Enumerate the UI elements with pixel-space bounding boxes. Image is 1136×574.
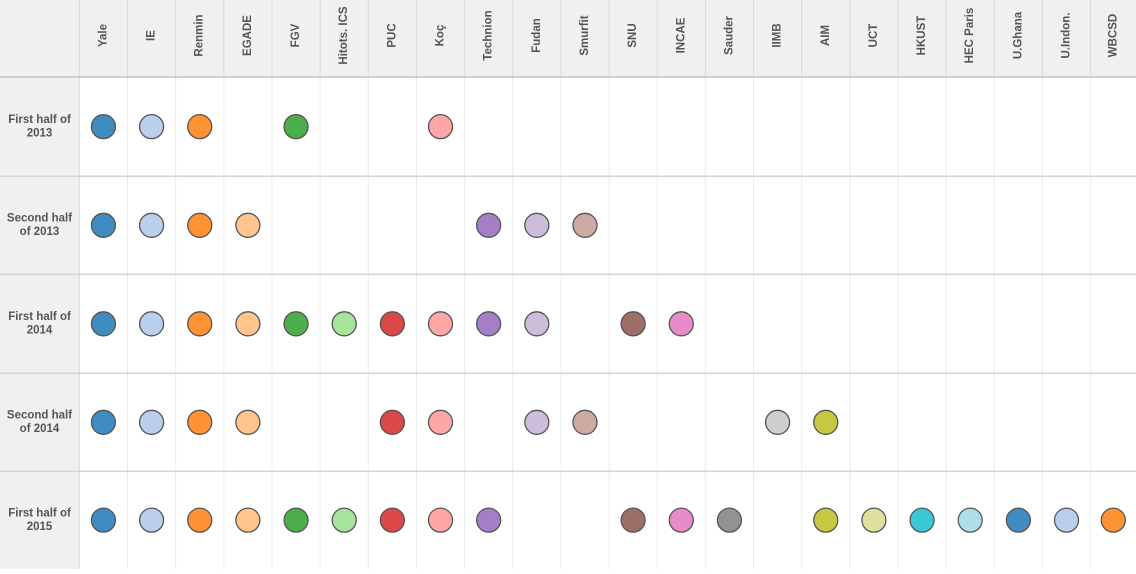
svg-text:Fudan: Fudan — [531, 18, 543, 53]
svg-text:PUC: PUC — [386, 23, 398, 47]
svg-text:Koç: Koç — [435, 24, 447, 46]
svg-text:Technion: Technion — [483, 10, 495, 60]
svg-text:HEC Paris: HEC Paris — [964, 8, 976, 64]
svg-text:SNU: SNU — [627, 23, 639, 47]
svg-text:Renmin: Renmin — [194, 14, 206, 56]
svg-text:2014: 2014 — [27, 325, 53, 337]
svg-text:FGV: FGV — [290, 23, 302, 47]
svg-text:U.Ghana: U.Ghana — [1012, 11, 1024, 59]
svg-text:AIM: AIM — [820, 25, 832, 46]
svg-text:WBCSD: WBCSD — [1107, 14, 1119, 57]
svg-text:Yale: Yale — [97, 24, 109, 47]
svg-text:Hitots. ICS: Hitots. ICS — [338, 6, 350, 64]
svg-text:Second half: Second half — [7, 410, 72, 422]
svg-text:IIMB: IIMB — [772, 23, 784, 47]
svg-text:HKUST: HKUST — [916, 16, 928, 56]
svg-text:First half of: First half of — [8, 311, 71, 323]
svg-text:First half of: First half of — [8, 114, 71, 126]
svg-text:INCAE: INCAE — [675, 17, 687, 53]
svg-text:of 2014: of 2014 — [20, 423, 60, 435]
svg-text:U.Indon.: U.Indon. — [1061, 13, 1073, 59]
svg-text:2015: 2015 — [27, 521, 53, 533]
svg-text:Smurfit: Smurfit — [579, 15, 591, 55]
svg-text:EGADE: EGADE — [242, 15, 254, 56]
svg-text:Second half: Second half — [7, 213, 72, 225]
svg-text:2013: 2013 — [27, 127, 53, 139]
svg-text:Sauder: Sauder — [723, 15, 735, 55]
svg-text:First half of: First half of — [8, 507, 71, 519]
svg-text:UCT: UCT — [868, 24, 880, 48]
svg-text:of 2013: of 2013 — [20, 226, 60, 238]
svg-text:IE: IE — [146, 30, 158, 41]
